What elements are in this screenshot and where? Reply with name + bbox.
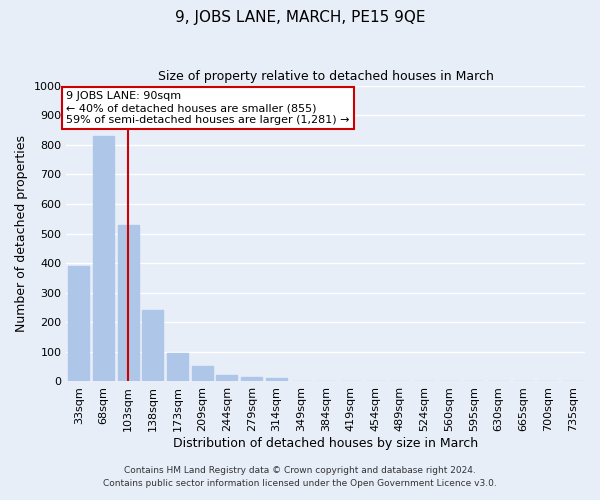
Y-axis label: Number of detached properties: Number of detached properties [15,135,28,332]
Bar [266,378,287,382]
Bar [68,266,89,382]
Bar [217,375,238,382]
Title: Size of property relative to detached houses in March: Size of property relative to detached ho… [158,70,494,83]
Text: Contains HM Land Registry data © Crown copyright and database right 2024.
Contai: Contains HM Land Registry data © Crown c… [103,466,497,487]
Bar [142,310,163,382]
Bar [167,353,188,382]
Bar [93,136,114,382]
Bar [118,224,139,382]
Text: 9, JOBS LANE, MARCH, PE15 9QE: 9, JOBS LANE, MARCH, PE15 9QE [175,10,425,25]
Bar [192,366,213,382]
X-axis label: Distribution of detached houses by size in March: Distribution of detached houses by size … [173,437,478,450]
Text: 9 JOBS LANE: 90sqm
← 40% of detached houses are smaller (855)
59% of semi-detach: 9 JOBS LANE: 90sqm ← 40% of detached hou… [67,92,350,124]
Bar [241,377,262,382]
